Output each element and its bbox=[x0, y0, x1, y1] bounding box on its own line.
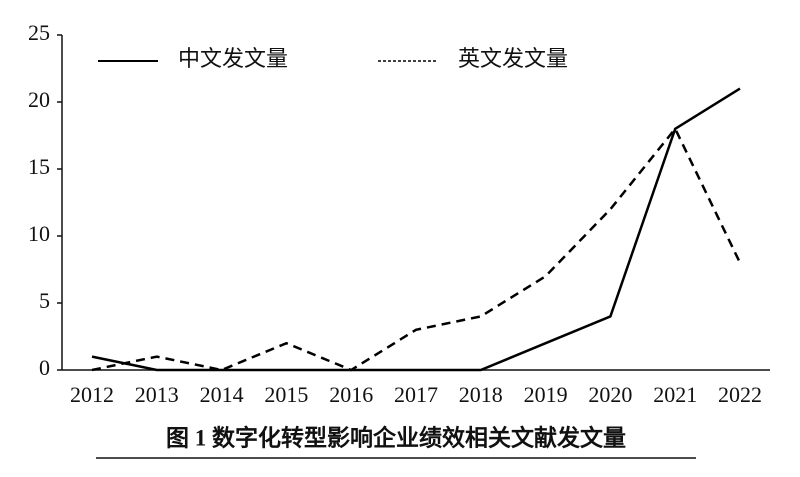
x-tick-label: 2019 bbox=[524, 382, 568, 407]
chart-title: 图 1 数字化转型影响企业绩效相关文献发文量 bbox=[166, 424, 626, 450]
y-tick-label: 25 bbox=[28, 20, 50, 45]
x-tick-label: 2014 bbox=[200, 382, 244, 407]
x-tick-label: 2013 bbox=[135, 382, 179, 407]
x-tick-label: 2021 bbox=[653, 382, 697, 407]
series-line bbox=[91, 126, 742, 372]
legend-label: 中文发文量 bbox=[178, 46, 288, 71]
x-tick-label: 2020 bbox=[588, 382, 632, 407]
x-tick-label: 2016 bbox=[329, 382, 373, 407]
y-tick-label: 20 bbox=[28, 87, 50, 112]
x-tick-label: 2012 bbox=[70, 382, 114, 407]
series-line bbox=[91, 87, 741, 372]
y-tick-label: 0 bbox=[39, 355, 50, 380]
x-tick-label: 2022 bbox=[718, 382, 762, 407]
x-tick-label: 2015 bbox=[264, 382, 308, 407]
y-tick-label: 5 bbox=[39, 288, 50, 313]
x-tick-label: 2018 bbox=[459, 382, 503, 407]
y-tick-label: 15 bbox=[28, 154, 50, 179]
y-tick-label: 10 bbox=[28, 221, 50, 246]
legend-label: 英文发文量 bbox=[458, 46, 568, 71]
x-tick-label: 2017 bbox=[394, 382, 438, 407]
